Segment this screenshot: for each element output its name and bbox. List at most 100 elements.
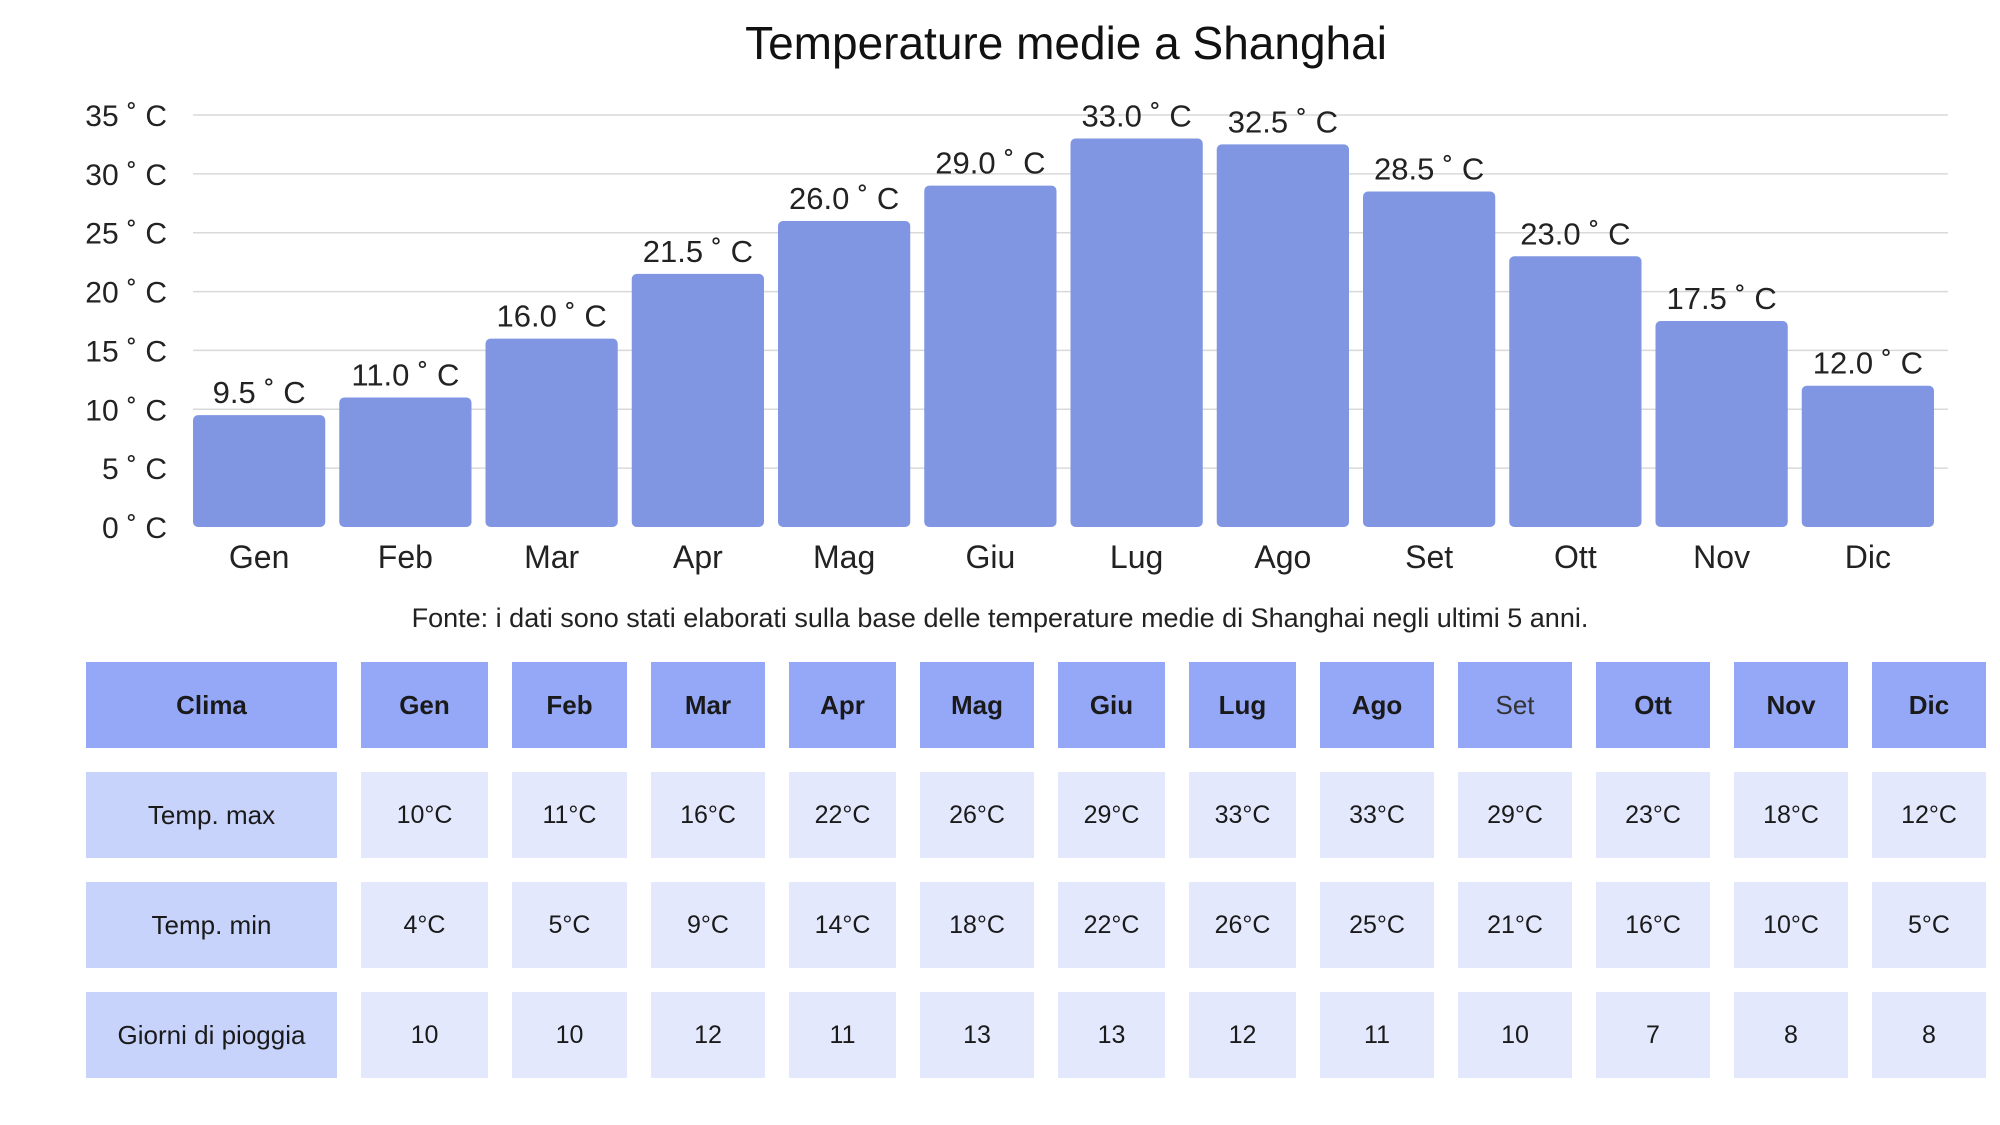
- data-label: 17.5 ˚ C: [1666, 281, 1776, 316]
- y-axis-ticks: 0 ˚ C 5 ˚ C 10 ˚ C 15 ˚ C 20 ˚ C 25 ˚ C 30 ˚ C…: [85, 100, 167, 545]
- data-label: 33.0 ˚ C: [1081, 99, 1191, 134]
- table-header-month: Ott: [1596, 662, 1710, 748]
- table-cell: 16°C: [651, 772, 765, 858]
- bar: [193, 415, 326, 527]
- x-category-label: Dic: [1845, 539, 1891, 575]
- table-header-month: Mar: [651, 662, 765, 748]
- x-category-label: Set: [1405, 539, 1453, 575]
- table-cell: 22°C: [1058, 882, 1165, 968]
- bar: [1070, 138, 1203, 528]
- table-header-month: Apr: [789, 662, 896, 748]
- data-label: 16.0 ˚ C: [496, 299, 606, 334]
- y-tick-label: 15 ˚ C: [85, 335, 167, 368]
- table-cell: 26°C: [920, 772, 1034, 858]
- table-cell: 5°C: [512, 882, 627, 968]
- x-category-label: Nov: [1693, 539, 1750, 575]
- bar: [339, 397, 472, 527]
- table-cell: 12: [1189, 992, 1296, 1078]
- table-header-month: Gen: [361, 662, 488, 748]
- table-header-row: Clima Gen Feb Mar Apr Mag Giu Lug Ago Set Ott Nov Di…: [86, 662, 1986, 748]
- bar: [1509, 256, 1642, 527]
- bar: [1801, 385, 1934, 527]
- table-cell: 8: [1872, 992, 1986, 1078]
- bar: [1216, 144, 1349, 527]
- y-tick-label: 20 ˚ C: [85, 277, 167, 310]
- data-label: 21.5 ˚ C: [643, 234, 753, 269]
- table-row: Temp. min 4°C 5°C 9°C 14°C 18°C 22°C 26°C 25°C 21…: [86, 882, 1986, 968]
- table-cell: 12: [651, 992, 765, 1078]
- table-cell: 9°C: [651, 882, 765, 968]
- table-cell: 23°C: [1596, 772, 1710, 858]
- data-label: 9.5 ˚ C: [213, 375, 306, 410]
- table-header-month: Dic: [1872, 662, 1986, 748]
- table-header-month: Lug: [1189, 662, 1296, 748]
- x-axis-categories: Gen Feb Mar Apr Mag Giu Lug Ago Set Ott Nov Dic: [229, 539, 1891, 575]
- table-row: Giorni di pioggia 10 10 12 11 13 13 12 11 10 7 8 8: [86, 992, 1986, 1078]
- table-cell: 4°C: [361, 882, 488, 968]
- table-cell: 18°C: [920, 882, 1034, 968]
- table-row-label: Temp. min: [86, 882, 337, 968]
- table-cell: 29°C: [1058, 772, 1165, 858]
- table-cell: 14°C: [789, 882, 896, 968]
- table-cell: 10: [512, 992, 627, 1078]
- table-cell: 21°C: [1458, 882, 1572, 968]
- table-header-month: Set: [1458, 662, 1572, 748]
- x-category-label: Gen: [229, 539, 289, 575]
- x-category-label: Lug: [1110, 539, 1163, 575]
- table-body: Temp. max 10°C 11°C 16°C 22°C 26°C 29°C 33°C 33°…: [86, 772, 1986, 1078]
- data-label: 23.0 ˚ C: [1520, 216, 1630, 251]
- table-cell: 33°C: [1320, 772, 1434, 858]
- data-label: 32.5 ˚ C: [1228, 104, 1338, 139]
- table-header-clima: Clima: [86, 662, 337, 748]
- bar: [1655, 321, 1788, 527]
- table-cell: 22°C: [789, 772, 896, 858]
- table-cell: 11: [1320, 992, 1434, 1078]
- table-cell: 18°C: [1734, 772, 1848, 858]
- table-cell: 11: [789, 992, 896, 1078]
- table-cell: 13: [920, 992, 1034, 1078]
- table-cell: 10: [361, 992, 488, 1078]
- data-labels: 9.5 ˚ C 11.0 ˚ C 16.0 ˚ C 21.5 ˚ C 26.0 ˚ C 2…: [213, 99, 1923, 411]
- table-cell: 25°C: [1320, 882, 1434, 968]
- table-row-label: Temp. max: [86, 772, 337, 858]
- x-category-label: Feb: [378, 539, 433, 575]
- table-cell: 10°C: [1734, 882, 1848, 968]
- table-cell: 29°C: [1458, 772, 1572, 858]
- bar: [1363, 191, 1496, 527]
- table-cell: 8: [1734, 992, 1848, 1078]
- data-label: 11.0 ˚ C: [351, 358, 459, 393]
- x-category-label: Mag: [813, 539, 875, 575]
- table-header-month: Nov: [1734, 662, 1848, 748]
- bar: [924, 185, 1057, 527]
- bars: [193, 138, 1934, 528]
- table-cell: 7: [1596, 992, 1710, 1078]
- table-row: Temp. max 10°C 11°C 16°C 22°C 26°C 29°C 33°C 33°…: [86, 772, 1986, 858]
- table-header-month: Mag: [920, 662, 1034, 748]
- y-tick-label: 35 ˚ C: [85, 100, 167, 133]
- x-category-label: Apr: [673, 539, 723, 575]
- x-category-label: Ago: [1254, 539, 1311, 575]
- bar: [631, 273, 764, 527]
- data-label: 12.0 ˚ C: [1813, 346, 1923, 381]
- table-cell: 12°C: [1872, 772, 1986, 858]
- x-category-label: Ott: [1554, 539, 1597, 575]
- y-tick-label: 5 ˚ C: [102, 453, 167, 486]
- data-label: 28.5 ˚ C: [1374, 152, 1484, 187]
- table-cell: 16°C: [1596, 882, 1710, 968]
- x-category-label: Mar: [524, 539, 579, 575]
- table-cell: 33°C: [1189, 772, 1296, 858]
- table-cell: 13: [1058, 992, 1165, 1078]
- table-header-month: Giu: [1058, 662, 1165, 748]
- table-cell: 26°C: [1189, 882, 1296, 968]
- y-tick-label: 25 ˚ C: [85, 218, 167, 251]
- table-cell: 10°C: [361, 772, 488, 858]
- source-note: Fonte: i dati sono stati elaborati sulla…: [411, 603, 1589, 633]
- y-tick-label: 30 ˚ C: [85, 159, 167, 192]
- table-row-label: Giorni di pioggia: [86, 992, 337, 1078]
- climate-table: Clima Gen Feb Mar Apr Mag Giu Lug Ago Set Ott Nov Di…: [62, 638, 2000, 1102]
- bar: [778, 220, 911, 527]
- data-label: 29.0 ˚ C: [935, 146, 1045, 181]
- chart-title: Temperature medie a Shanghai: [745, 17, 1387, 69]
- table-cell: 5°C: [1872, 882, 1986, 968]
- table-header-month: Ago: [1320, 662, 1434, 748]
